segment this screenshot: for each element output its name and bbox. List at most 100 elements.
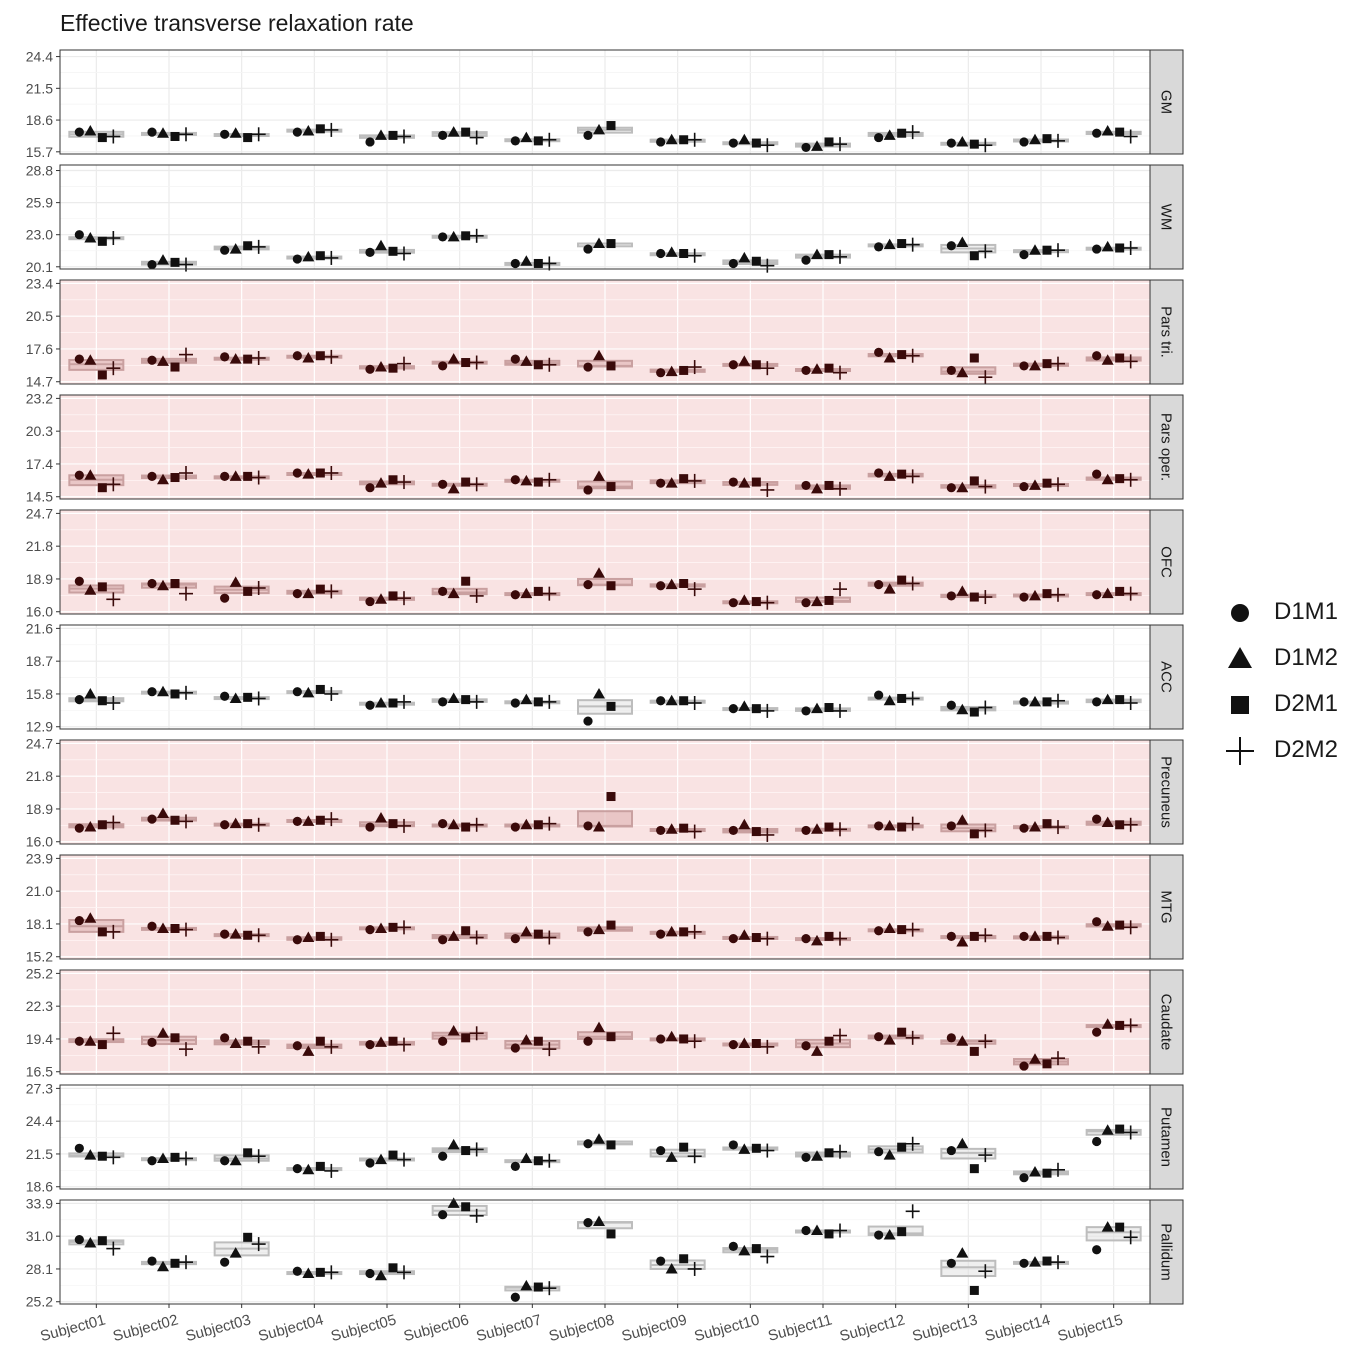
point-d2m1 — [315, 1161, 325, 1171]
panel-pars-tri: 14.7 17.6 20.5 23.4 Pars tri. — [26, 275, 1184, 390]
point-d1m2 — [447, 930, 460, 941]
point-d1m1 — [1092, 697, 1102, 707]
point-d1m1 — [292, 687, 302, 697]
legend-label: D1M1 — [1274, 598, 1339, 625]
point-d2m1 — [606, 482, 616, 492]
point-d2m1 — [679, 365, 689, 375]
point-d1m2 — [811, 702, 823, 714]
point-d1m1 — [1019, 481, 1029, 492]
point-d2m1 — [1042, 359, 1052, 369]
x-tick-label: Subject02 — [111, 1311, 180, 1345]
point-d2m1 — [1115, 1222, 1125, 1232]
point-d2m1 — [315, 1267, 325, 1277]
point-d1m1 — [874, 242, 884, 252]
point-d2m1 — [170, 815, 180, 825]
box — [577, 1031, 633, 1040]
point-d2m1 — [969, 829, 979, 839]
point-d1m1 — [438, 1036, 448, 1046]
point-d2m1 — [243, 930, 253, 940]
point-d1m2 — [1101, 1124, 1114, 1135]
point-d1m1 — [147, 578, 157, 589]
point-d1m2 — [229, 243, 242, 254]
point-d2m1 — [533, 586, 543, 596]
point-d2m1 — [1115, 127, 1125, 137]
point-d1m1 — [874, 1147, 884, 1157]
facet-strip — [1149, 279, 1184, 385]
y-tick-label: 18.1 — [26, 916, 53, 932]
point-d1m2 — [229, 127, 242, 138]
point-d1m2 — [375, 593, 387, 604]
y-tick-label: 12.9 — [26, 719, 53, 735]
point-d1m2 — [1101, 693, 1114, 705]
point-d1m1 — [728, 825, 738, 836]
point-d1m2 — [1029, 930, 1041, 941]
point-d2m1 — [751, 597, 761, 607]
point-d2m1 — [751, 360, 761, 370]
point-d2m1 — [606, 920, 616, 930]
point-d1m2 — [229, 353, 242, 364]
point-d1m1 — [292, 1041, 302, 1051]
point-d1m2 — [883, 583, 896, 594]
point-d1m2 — [84, 1149, 97, 1160]
point-d1m1 — [728, 1040, 738, 1050]
point-d1m2 — [665, 246, 678, 257]
legend-item-d2m1: D2M1 — [1222, 686, 1348, 726]
point-d2m1 — [897, 469, 907, 479]
point-d1m1 — [801, 1041, 811, 1051]
point-d1m1 — [801, 706, 811, 716]
point-d1m2 — [956, 703, 969, 715]
y-tick-label: 17.6 — [26, 341, 53, 357]
circle-icon — [1231, 604, 1249, 622]
point-d1m2 — [229, 1247, 242, 1258]
point-d1m2 — [375, 922, 387, 933]
point-d1m2 — [520, 255, 533, 266]
point-d1m1 — [946, 483, 956, 493]
point-d1m1 — [1092, 1245, 1102, 1255]
point-d2m1 — [388, 475, 398, 485]
point-d2m1 — [388, 819, 398, 829]
point-d2m1 — [243, 133, 253, 143]
point-d1m2 — [1101, 354, 1114, 365]
point-d1m1 — [510, 258, 520, 269]
facet-label: ACC — [1158, 661, 1175, 693]
y-tick-label: 18.7 — [26, 653, 53, 669]
point-d2m1 — [461, 576, 471, 586]
point-d2m1 — [606, 1140, 616, 1150]
facet-strip — [1149, 509, 1184, 615]
y-tick-label: 28.1 — [26, 1261, 53, 1277]
point-d2m1 — [606, 1229, 616, 1239]
point-d1m2 — [302, 352, 315, 363]
point-d1m1 — [365, 1040, 375, 1050]
point-d1m2 — [157, 1027, 169, 1038]
point-d1m1 — [656, 368, 666, 378]
point-d1m1 — [1019, 1061, 1029, 1071]
point-d2m1 — [679, 927, 689, 937]
point-d1m1 — [292, 127, 302, 137]
y-tick-label: 25.9 — [26, 195, 53, 211]
point-d1m1 — [220, 593, 230, 603]
point-d1m2 — [520, 925, 533, 937]
point-d2m1 — [897, 239, 907, 249]
point-d1m2 — [447, 818, 460, 830]
point-d1m1 — [74, 1143, 84, 1153]
point-d1m2 — [883, 238, 896, 250]
point-d1m2 — [738, 355, 751, 366]
y-tick-label: 16.0 — [26, 834, 53, 850]
point-d1m1 — [656, 478, 666, 488]
point-d2m1 — [315, 815, 325, 825]
point-d2m1 — [897, 128, 907, 138]
point-d1m1 — [365, 1158, 375, 1168]
point-d1m2 — [447, 353, 460, 364]
point-d2m1 — [1042, 134, 1052, 144]
point-d1m1 — [365, 247, 375, 258]
point-d2m1 — [679, 1254, 689, 1264]
point-d1m1 — [220, 471, 230, 481]
point-d1m2 — [665, 477, 678, 488]
point-d2m1 — [388, 1263, 398, 1273]
point-d1m1 — [583, 580, 593, 590]
point-d1m2 — [1101, 920, 1114, 931]
point-d1m1 — [438, 232, 448, 242]
point-d1m1 — [365, 364, 375, 374]
point-d1m1 — [874, 468, 884, 478]
y-tick-label: 15.8 — [26, 686, 53, 702]
